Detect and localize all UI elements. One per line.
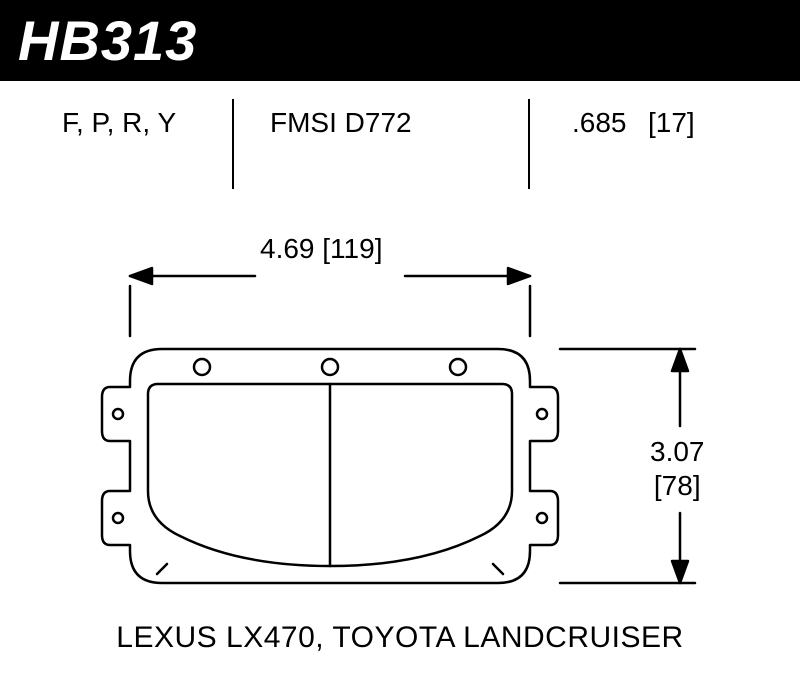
applications-label: LEXUS LX470, TOYOTA LANDCRUISER [0,621,800,655]
diagram-content: F, P, R, Y FMSI D772 .685 [17] 4.69 [119… [0,81,800,681]
part-number: HB313 [18,9,197,72]
header-bar: HB313 [0,0,800,81]
diagram-svg [0,81,800,681]
